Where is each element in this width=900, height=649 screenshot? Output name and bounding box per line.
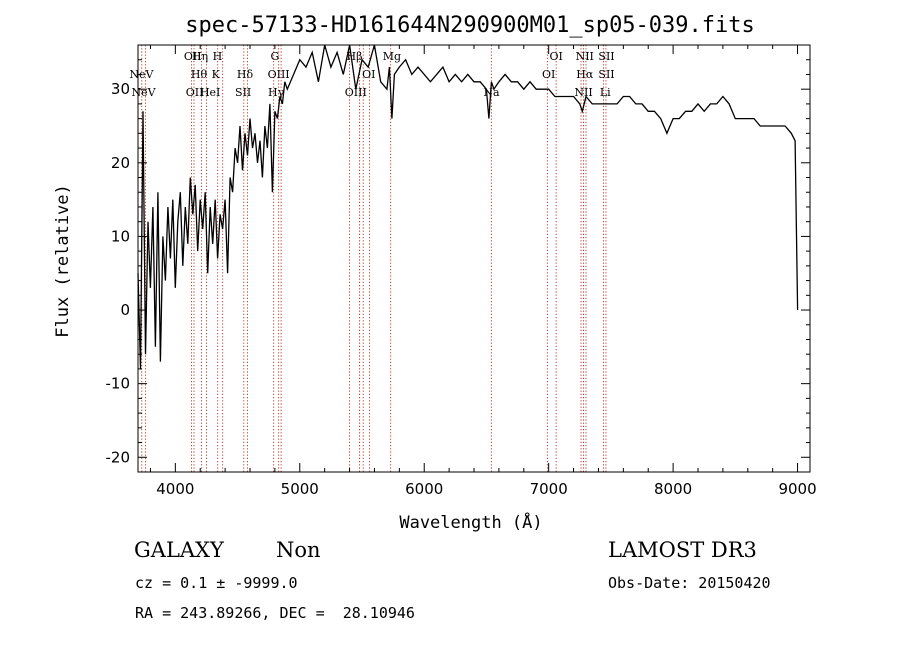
x-tick-label-9000: 9000	[778, 480, 816, 498]
x-tick-label-8000: 8000	[654, 480, 692, 498]
spectral-line-markers	[141, 45, 607, 472]
line-label-14: Hβ	[347, 50, 363, 63]
line-label-5: Hθ	[191, 68, 208, 81]
x-tick-label-6000: 6000	[405, 480, 443, 498]
y-axis-label: Flux (relative)	[53, 184, 73, 338]
line-label-10: SII	[235, 86, 251, 99]
y-tick-label--10: -10	[106, 375, 131, 393]
object-subclass: Non	[276, 538, 321, 562]
line-label-26: Li	[600, 86, 611, 99]
line-label-23: Hα	[576, 68, 594, 81]
line-label-16: OIII	[345, 86, 367, 99]
x-tick-label-4000: 4000	[156, 480, 194, 498]
line-label-4: H	[213, 50, 223, 63]
survey-name: LAMOST DR3	[608, 538, 757, 562]
observation-date: Obs-Date: 20150420	[608, 574, 771, 592]
line-label-20: OI	[542, 68, 555, 81]
line-label-19: OI	[549, 50, 562, 63]
line-label-6: K	[212, 68, 221, 81]
plot-frame	[137, 44, 811, 473]
line-label-21: NII	[576, 50, 594, 63]
line-label-24: SII	[598, 68, 614, 81]
line-label-11: G	[270, 50, 279, 63]
line-label-25: NII	[574, 86, 592, 99]
x-tick-label-5000: 5000	[281, 480, 319, 498]
line-label-7: Hδ	[237, 68, 254, 81]
x-axis-ticks: 4000 5000 6000 7000 8000 9000	[149, 45, 817, 498]
y-tick-label-20: 20	[111, 154, 130, 172]
line-label-3: Hη	[192, 50, 208, 63]
y-tick-label--20: -20	[106, 448, 131, 466]
line-label-2: OII	[184, 50, 202, 63]
chart-title: spec-57133-HD161644N290900M01_sp05-039.f…	[185, 13, 755, 38]
y-tick-label-30: 30	[111, 80, 130, 98]
y-axis-ticks: -20 -10 0 10 20 30	[106, 59, 810, 466]
line-label-17: Mg	[383, 50, 401, 63]
line-label-1: NeV	[132, 86, 157, 99]
line-label-8: OII	[186, 86, 204, 99]
x-tick-label-7000: 7000	[530, 480, 568, 498]
line-label-15: OI	[362, 68, 375, 81]
y-tick-label-0: 0	[120, 301, 130, 319]
coordinates-line: RA = 243.89266, DEC = 28.10946	[135, 604, 415, 622]
line-label-13: Hγ	[268, 86, 285, 99]
line-label-12: OIII	[268, 68, 290, 81]
line-label-9: HeI	[200, 86, 220, 99]
y-tick-label-10: 10	[111, 227, 130, 245]
redshift-line: cz = 0.1 ± -9999.0	[135, 574, 298, 592]
object-class: GALAXY	[134, 538, 224, 562]
line-label-22: SII	[598, 50, 614, 63]
x-axis-label: Wavelength (Å)	[399, 511, 542, 533]
